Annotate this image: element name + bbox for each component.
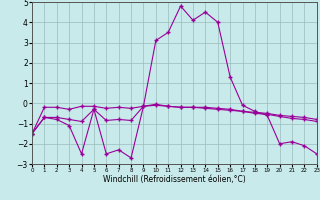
X-axis label: Windchill (Refroidissement éolien,°C): Windchill (Refroidissement éolien,°C)	[103, 175, 246, 184]
